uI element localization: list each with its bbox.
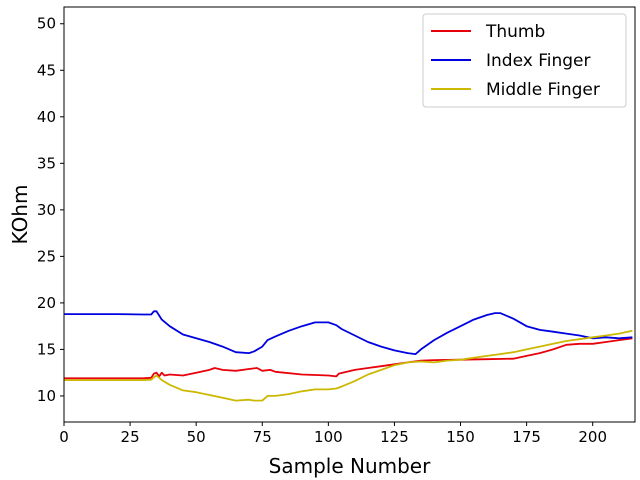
- x-tick-label: 50: [187, 428, 206, 446]
- plot-frame: [63, 6, 636, 423]
- x-tick-label: 200: [578, 428, 607, 446]
- y-tick-label: 30: [37, 201, 56, 219]
- y-tick-label: 45: [37, 61, 56, 79]
- legend-label: Thumb: [485, 22, 545, 42]
- plot-lines: [64, 310, 633, 402]
- y-tick-label: 15: [37, 340, 56, 358]
- y-tick-label: 25: [37, 247, 56, 265]
- x-tick-label: 75: [253, 428, 272, 446]
- x-tick-label: 125: [380, 428, 409, 446]
- y-axis-label: KOhm: [8, 185, 32, 245]
- series-line-2: [64, 329, 633, 402]
- legend-label: Middle Finger: [486, 80, 600, 100]
- x-tick-label: 100: [314, 428, 343, 446]
- y-tick-label: 40: [37, 108, 56, 126]
- x-axis-ticks: 0 25 50 75 100 125 150 175 200: [59, 422, 607, 446]
- series-line-1: [64, 310, 633, 355]
- y-tick-label: 50: [37, 15, 56, 33]
- series-line-0: [64, 337, 633, 380]
- y-tick-label: 35: [37, 154, 56, 172]
- y-axis-ticks: 10 15 20 25 30 35 40 45 50: [37, 15, 64, 405]
- legend-box: [422, 13, 627, 108]
- legend-label: Index Finger: [486, 51, 590, 71]
- legend: Thumb Index Finger Middle Finger: [422, 13, 627, 108]
- x-axis-label: Sample Number: [269, 454, 431, 478]
- x-tick-label: 150: [446, 428, 475, 446]
- x-tick-label: 0: [59, 428, 69, 446]
- x-tick-label: 175: [512, 428, 541, 446]
- x-tick-label: 25: [121, 428, 140, 446]
- y-tick-label: 20: [37, 294, 56, 312]
- y-tick-label: 10: [37, 387, 56, 405]
